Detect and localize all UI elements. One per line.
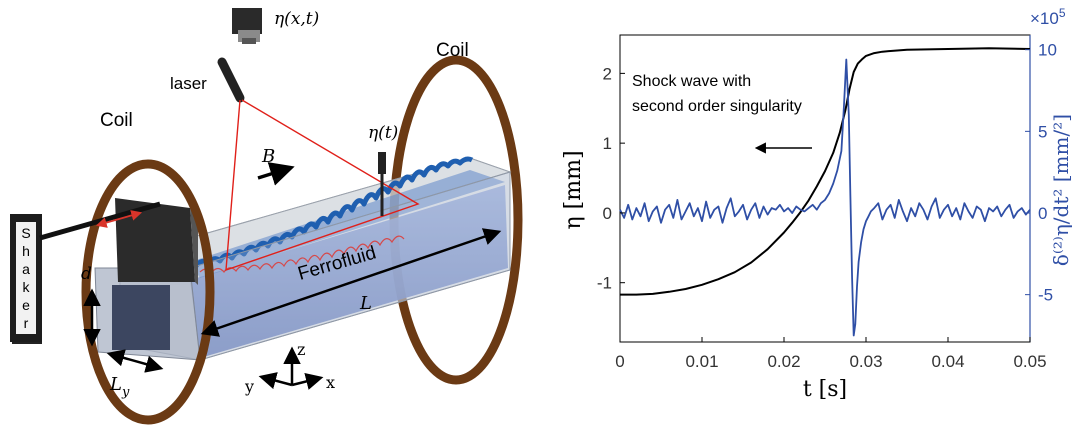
y-right-tick-label: 0 [1038,204,1047,223]
b-field-label: B [261,146,275,167]
x-tick-label: 0.01 [685,352,718,371]
y-right-tick-label: 5 [1038,122,1047,141]
b-field-arrow [257,162,295,186]
y-left-tick-label: 0 [603,204,612,223]
y-right-tick-label: -5 [1038,286,1053,305]
series-acceleration-line [619,58,1031,337]
laser-label: laser [170,74,207,93]
series-eta-line [620,47,1031,296]
wave-maker-paddle [112,285,170,350]
y-left-tick-label: 1 [603,134,612,153]
y-left-tick-label: 2 [603,64,612,83]
x-axis-label: t [s] [803,377,847,402]
wave-maker-block [115,198,195,282]
y-left-tick-label: -1 [597,274,612,293]
coordinate-axes: z x y [244,340,335,396]
chart: 0 0.01 0.02 0.03 0.04 0.05 -1 0 1 2 -5 0 5 10 t [s] η… [561,6,1073,402]
shaker-letter: r [24,315,29,331]
width-label: Ly [109,374,130,400]
x-tick-label: 0.04 [931,352,964,371]
shaker-letter: h [22,243,30,259]
shaker-letter: a [22,261,30,277]
axis-z-label: z [297,340,305,359]
probe-label: η(t) [368,123,398,143]
series-layer [619,47,1031,337]
length-label: L [359,293,372,314]
shaker-letter: S [21,225,30,241]
shaker-letter: e [22,297,30,313]
width-arrow [106,349,164,373]
x-tick-label: 0.02 [767,352,800,371]
probe-icon [378,152,386,216]
x-tick-label: 0.03 [849,352,882,371]
laser-icon [217,57,245,103]
y-axis-left-label: η [mm] [561,150,586,229]
shaker-motion-arrow [95,210,143,228]
depth-label: d [81,264,92,284]
axis-x-label: x [326,373,335,392]
right-axis-multiplier: ×105 [1030,6,1066,28]
x-tick-label: 0 [615,352,624,371]
length-arrow [200,228,502,337]
shaker-letter: k [23,279,31,295]
x-tick-label: 0.05 [1013,352,1046,371]
annotation-line-2: second order singularity [632,98,802,115]
coil-right-label: Coil [436,40,469,61]
camera-icon [232,8,262,44]
y-right-tick-label: 10 [1038,41,1057,60]
camera-label: η(x,t) [274,9,319,29]
annotation: Shock wave with second order singularity [632,73,812,154]
shaker-column [10,214,42,342]
annotation-line-1: Shock wave with [632,73,751,90]
y-axis-right-label: δ⁽²⁾η/dt² [mm/²] [1049,114,1073,266]
coil-left-label: Coil [100,110,133,131]
axis-y-label: y [244,377,254,396]
tick-layer: 0 0.01 0.02 0.03 0.04 0.05 -1 0 1 2 -5 0 5 10 [597,41,1057,371]
